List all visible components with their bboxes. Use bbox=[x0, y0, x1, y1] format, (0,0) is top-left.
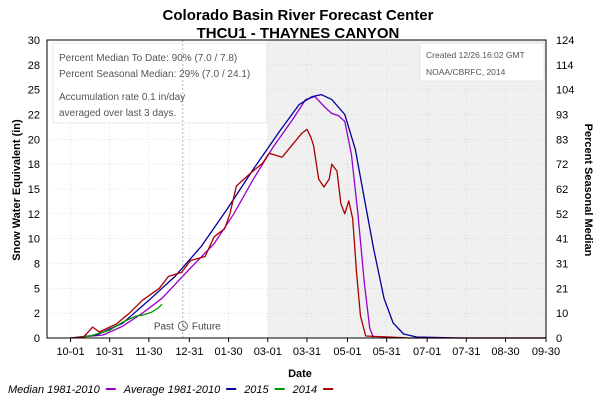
x-tick-label: 07-31 bbox=[452, 346, 480, 358]
info-box-right bbox=[419, 42, 545, 82]
legend-label-2014: 2014 bbox=[292, 384, 317, 396]
x-tick-label: 11-30 bbox=[135, 346, 162, 358]
x-tick-label: 01-30 bbox=[215, 346, 243, 358]
x-tick-label: 08-30 bbox=[491, 346, 519, 358]
y2-tick-label: 21 bbox=[556, 283, 568, 295]
legend: Median 1981-2010 Average 1981-2010 2015 201… bbox=[8, 384, 334, 396]
y2-tick-label: 124 bbox=[556, 35, 574, 47]
plot-frame bbox=[46, 39, 547, 339]
y2-tick-label: 93 bbox=[556, 110, 568, 122]
x-tick-label: 09-30 bbox=[532, 346, 560, 358]
series-group bbox=[70, 93, 546, 339]
series-line-median-1981-2010 bbox=[70, 95, 375, 339]
y-tick-label: 28 bbox=[28, 60, 40, 72]
y2-tick-label: 62 bbox=[556, 184, 568, 196]
future-shade bbox=[267, 40, 546, 338]
y2-tick-label: 104 bbox=[556, 85, 574, 97]
y-tick-label: 30 bbox=[28, 35, 40, 47]
x-tick-label: 03-01 bbox=[254, 346, 282, 358]
legend-label-2015: 2015 bbox=[243, 384, 269, 396]
x-tick-label: 12-31 bbox=[175, 346, 203, 358]
legend-label-average-1981-2010: Average 1981-2010 bbox=[123, 384, 221, 396]
past-label: Past bbox=[154, 322, 174, 333]
series-line-average-1981-2010 bbox=[70, 93, 546, 339]
annotation-accum-period: averaged over last 3 days. bbox=[59, 108, 176, 119]
legend-label-median-1981-2010: Median 1981-2010 bbox=[8, 384, 101, 396]
x-axis-label: Date bbox=[288, 368, 312, 380]
series-line-2014 bbox=[70, 128, 546, 339]
y-tick-label: 0 bbox=[34, 333, 40, 345]
x-tick-label: 10-31 bbox=[96, 346, 124, 358]
y-tick-label: 18 bbox=[28, 159, 40, 171]
annotation-percent-seasonal: Percent Seasonal Median: 29% (7.0 / 24.1… bbox=[59, 69, 250, 80]
y2-tick-label: 52 bbox=[556, 209, 568, 221]
y2-tick-label: 41 bbox=[556, 234, 568, 246]
y2-tick-label: 10 bbox=[556, 308, 568, 320]
y-tick-label: 12 bbox=[28, 209, 40, 221]
annotation-percent-median: Percent Median To Date: 90% (7.0 / 7.8) bbox=[59, 53, 237, 64]
y-tick-label: 5 bbox=[34, 283, 40, 295]
y-tick-label: 8 bbox=[34, 259, 40, 271]
y2-axis-label: Percent Seasonal Median bbox=[582, 124, 594, 257]
chart-subtitle: THCU1 - THAYNES CANYON bbox=[197, 25, 400, 42]
x-tick-label: 05-01 bbox=[333, 346, 361, 358]
annotation-created: Created 12/26.16:02 GMT bbox=[426, 50, 525, 60]
clock-icon bbox=[177, 321, 188, 331]
y2-tick-label: 72 bbox=[556, 159, 568, 171]
y2-tick-label: 31 bbox=[556, 259, 568, 271]
y-tick-label: 20 bbox=[28, 134, 40, 146]
y-tick-label: 2 bbox=[34, 308, 40, 320]
y2-tick-label: 83 bbox=[556, 134, 568, 146]
annotation-source: NOAA/CBRFC, 2014 bbox=[426, 67, 506, 77]
future-label: Future bbox=[192, 322, 221, 333]
x-tick-label: 05-31 bbox=[373, 346, 401, 358]
today-marker: Past Future bbox=[154, 40, 221, 338]
annotation-accum-rate: Accumulation rate 0.1 in/day bbox=[59, 92, 185, 103]
x-tick-label: 07-01 bbox=[413, 346, 441, 358]
x-axis-ticks: 10-01 10-31 11-30 12-31 01-30 03-01 03-31 05-01… bbox=[56, 338, 560, 358]
y-tick-label: 25 bbox=[28, 85, 40, 97]
y2-axis-ticks: 0 10 21 31 41 52 62 72 83 93 104 114 124 bbox=[556, 35, 574, 345]
series-line-2015 bbox=[70, 303, 163, 339]
chart-title: Colorado Basin River Forecast Center bbox=[163, 7, 434, 24]
x-tick-label: 10-01 bbox=[56, 346, 84, 358]
y2-tick-label: 0 bbox=[556, 333, 562, 345]
y-axis-label: Snow Water Equivalent (in) bbox=[11, 119, 23, 261]
info-box-left bbox=[52, 42, 268, 124]
y-tick-label: 15 bbox=[28, 184, 40, 196]
y-tick-label: 10 bbox=[28, 234, 40, 246]
x-tick-label: 03-31 bbox=[293, 346, 321, 358]
y2-tick-label: 114 bbox=[556, 60, 574, 72]
y-tick-label: 22 bbox=[28, 110, 40, 122]
